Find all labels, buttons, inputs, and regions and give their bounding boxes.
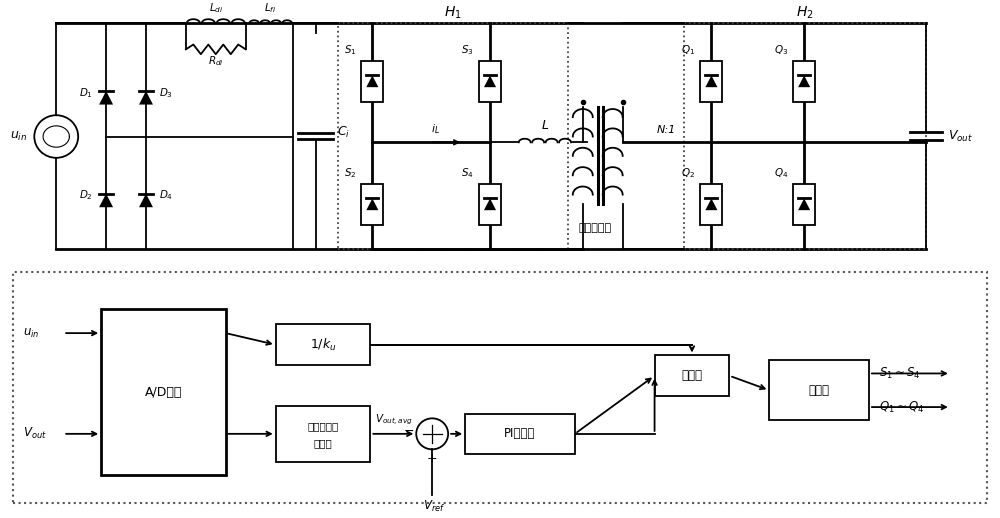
- Polygon shape: [798, 198, 810, 210]
- Text: PI控制器: PI控制器: [504, 427, 536, 440]
- Text: $V_{out}$: $V_{out}$: [948, 128, 973, 143]
- Text: $D_2$: $D_2$: [79, 189, 93, 203]
- Bar: [700, 61, 722, 102]
- Text: $Q_3$: $Q_3$: [774, 44, 788, 57]
- Text: $L_{di}$: $L_{di}$: [209, 2, 223, 16]
- Text: 调制器: 调制器: [809, 384, 830, 397]
- Text: 二倍频脉动: 二倍频脉动: [307, 421, 339, 431]
- Text: $V_{ref}$: $V_{ref}$: [423, 499, 445, 514]
- Text: $Q_1{\sim}Q_4$: $Q_1{\sim}Q_4$: [879, 399, 924, 414]
- Bar: [361, 184, 383, 225]
- Bar: [13, 272, 987, 502]
- Text: $S_1{\sim}S_4$: $S_1{\sim}S_4$: [879, 366, 921, 381]
- Text: −: −: [404, 424, 414, 437]
- Polygon shape: [798, 76, 810, 87]
- Bar: [465, 413, 575, 454]
- Text: $Q_4$: $Q_4$: [774, 166, 788, 180]
- Text: N:1: N:1: [657, 125, 676, 135]
- Bar: [101, 309, 226, 476]
- Polygon shape: [705, 198, 717, 210]
- Bar: [793, 61, 815, 102]
- Text: A/D采样: A/D采样: [145, 386, 182, 399]
- Text: $R_{di}$: $R_{di}$: [208, 54, 224, 68]
- Polygon shape: [139, 91, 153, 105]
- Text: $L$: $L$: [541, 119, 549, 132]
- Text: $i_L$: $i_L$: [431, 123, 440, 136]
- Polygon shape: [366, 76, 378, 87]
- Text: $L_{fi}$: $L_{fi}$: [264, 2, 277, 16]
- Text: 高频变压器: 高频变压器: [578, 223, 611, 234]
- Text: $D_3$: $D_3$: [159, 86, 173, 99]
- Bar: [361, 61, 383, 102]
- Text: $S_3$: $S_3$: [461, 44, 474, 57]
- Polygon shape: [139, 194, 153, 207]
- Bar: [479, 184, 501, 225]
- Polygon shape: [99, 194, 113, 207]
- Polygon shape: [484, 76, 496, 87]
- Bar: [793, 184, 815, 225]
- Text: $u_{in}$: $u_{in}$: [10, 130, 27, 143]
- Polygon shape: [484, 198, 496, 210]
- Text: $S_2$: $S_2$: [344, 166, 356, 180]
- Bar: [479, 61, 501, 102]
- Polygon shape: [705, 76, 717, 87]
- Text: $D_4$: $D_4$: [159, 189, 173, 203]
- Text: $V_{out}$: $V_{out}$: [23, 426, 47, 441]
- Polygon shape: [99, 91, 113, 105]
- Bar: [769, 360, 869, 420]
- Bar: [338, 23, 568, 249]
- Text: $1/k_u$: $1/k_u$: [310, 337, 336, 353]
- Text: $Q_1$: $Q_1$: [681, 44, 695, 57]
- Text: 乘法器: 乘法器: [681, 369, 702, 382]
- Text: $S_1$: $S_1$: [344, 44, 356, 57]
- Text: $H_1$: $H_1$: [444, 5, 462, 21]
- Text: +: +: [427, 452, 438, 465]
- Bar: [684, 23, 926, 249]
- Text: $V_{out,avg}$: $V_{out,avg}$: [375, 413, 413, 427]
- Bar: [655, 355, 729, 396]
- Text: $S_4$: $S_4$: [461, 166, 474, 180]
- Text: $D_1$: $D_1$: [79, 86, 93, 99]
- Text: $Q_2$: $Q_2$: [681, 166, 695, 180]
- Bar: [276, 324, 370, 365]
- Bar: [276, 406, 370, 462]
- Text: 滤波器: 滤波器: [314, 439, 332, 449]
- Text: $H_2$: $H_2$: [796, 5, 814, 21]
- Text: $C_i$: $C_i$: [337, 125, 351, 140]
- Text: $u_{in}$: $u_{in}$: [23, 326, 40, 340]
- Bar: [700, 184, 722, 225]
- Polygon shape: [366, 198, 378, 210]
